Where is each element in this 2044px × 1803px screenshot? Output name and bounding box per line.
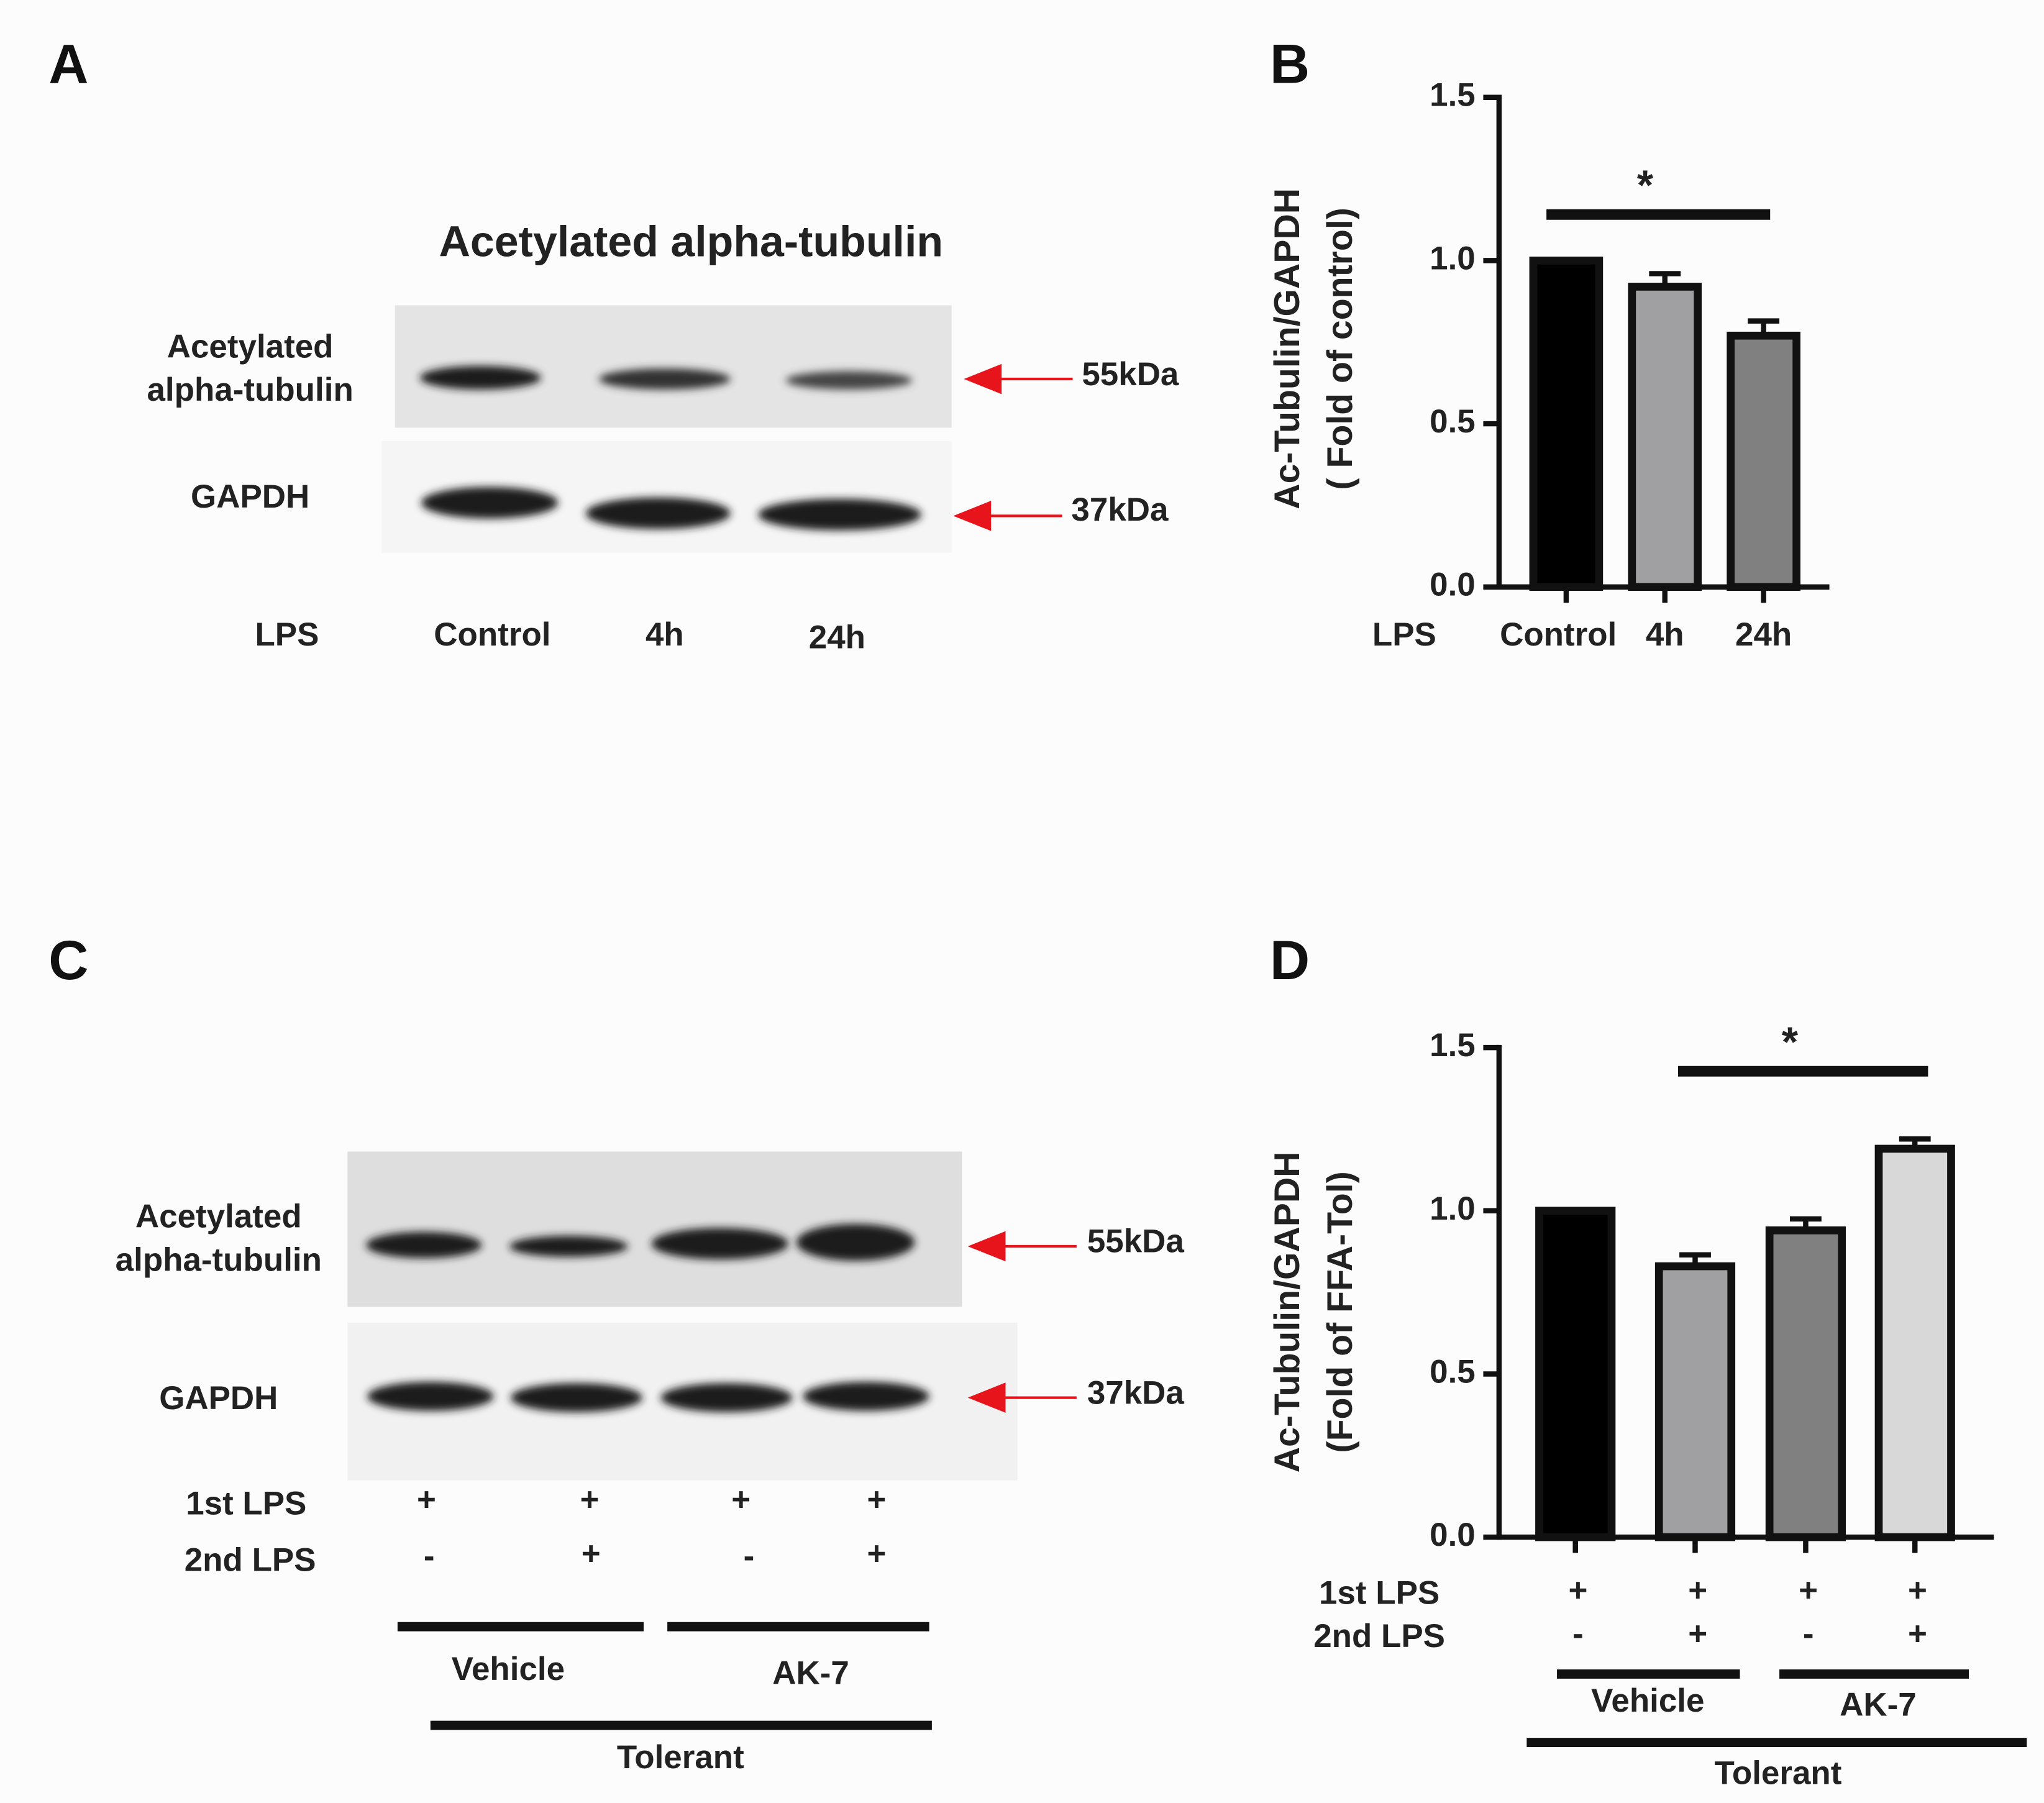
y-axis-label: ( Fold of control) xyxy=(1320,208,1360,490)
row-label: 2nd LPS xyxy=(1313,1618,1445,1655)
kda-label: 55kDa xyxy=(1082,356,1179,393)
panel-letter: B xyxy=(1270,33,1310,95)
y-tick-label: 1.5 xyxy=(1430,1027,1476,1064)
bar xyxy=(1628,283,1702,591)
arrows xyxy=(953,363,1073,531)
bar xyxy=(1535,1207,1616,1541)
lane-label: 24h xyxy=(809,619,865,655)
row-label: 1st LPS xyxy=(1319,1574,1439,1611)
bands xyxy=(366,1223,929,1412)
row-label: alpha-tubulin xyxy=(147,372,354,408)
row-label: GAPDH xyxy=(159,1380,278,1417)
group-label: Vehicle xyxy=(1591,1682,1704,1719)
y-tick-label: 0.0 xyxy=(1430,567,1476,603)
group-label: Vehicle xyxy=(452,1651,565,1687)
sign: + xyxy=(731,1481,751,1518)
y-axis-label: Ac-Tubulin/GAPDH xyxy=(1267,1152,1307,1473)
sign: + xyxy=(1908,1615,1927,1652)
arrows xyxy=(967,1231,1077,1413)
bar xyxy=(1529,257,1604,591)
kda-label: 37kDa xyxy=(1071,491,1169,528)
significance-mark: * xyxy=(1782,1019,1799,1066)
x-tick-label: 4h xyxy=(1646,616,1684,653)
group-label: Tolerant xyxy=(1714,1755,1841,1792)
bar xyxy=(1727,331,1800,591)
y-axis-label: (Fold of FFA-Tol) xyxy=(1320,1171,1360,1453)
y-axis-label: Ac-Tubulin/GAPDH xyxy=(1267,188,1307,509)
y-tick-label: 1.0 xyxy=(1430,240,1476,276)
group-label: AK-7 xyxy=(1840,1686,1917,1723)
bands xyxy=(419,365,921,531)
sign: + xyxy=(867,1481,886,1518)
y-tick-label: 0.5 xyxy=(1430,1353,1476,1390)
y-tick-label: 1.0 xyxy=(1430,1190,1476,1227)
sign: - xyxy=(1803,1615,1814,1652)
sign: + xyxy=(1688,1615,1707,1652)
panel-letter: D xyxy=(1270,929,1310,991)
significance-mark: * xyxy=(1637,162,1654,209)
sign: + xyxy=(1799,1572,1818,1609)
lane-header: LPS xyxy=(255,616,319,653)
row-label: GAPDH xyxy=(191,478,309,515)
y-tick-label: 0.5 xyxy=(1430,403,1476,440)
lane-label: Control xyxy=(434,616,550,653)
sign: + xyxy=(582,1535,601,1572)
group-label: AK-7 xyxy=(772,1655,849,1692)
sign: - xyxy=(1572,1615,1584,1652)
row-label: 2nd LPS xyxy=(185,1541,316,1578)
sign: + xyxy=(1908,1572,1927,1609)
kda-label: 37kDa xyxy=(1087,1374,1185,1411)
x-tick-label: 24h xyxy=(1735,616,1792,653)
y-tick-label: 0.0 xyxy=(1430,1517,1476,1553)
lane-label: 4h xyxy=(646,616,684,653)
row-label: alpha-tubulin xyxy=(116,1241,322,1278)
group-label: Tolerant xyxy=(617,1739,744,1776)
sign: + xyxy=(1688,1572,1707,1609)
x-tick-label: Control xyxy=(1500,616,1617,653)
sign: + xyxy=(1568,1572,1587,1609)
y-tick-label: 1.5 xyxy=(1430,77,1476,114)
sign: + xyxy=(867,1535,886,1572)
sign: + xyxy=(417,1481,436,1518)
group-bars xyxy=(397,1622,932,1730)
kda-label: 55kDa xyxy=(1087,1223,1185,1260)
group-label: LPS xyxy=(1372,616,1436,653)
blot-title: Acetylated alpha-tubulin xyxy=(439,217,943,265)
sign: - xyxy=(744,1538,755,1574)
panel-letter: A xyxy=(48,33,88,95)
bar xyxy=(1765,1226,1846,1541)
panel-letter: C xyxy=(48,929,88,991)
sign: - xyxy=(424,1538,435,1574)
bar xyxy=(1874,1144,1955,1541)
bar xyxy=(1654,1262,1736,1541)
row-label: 1st LPS xyxy=(186,1485,306,1522)
sign: + xyxy=(580,1481,600,1518)
row-label: Acetylated xyxy=(135,1198,302,1235)
row-label: Acetylated xyxy=(167,328,334,365)
